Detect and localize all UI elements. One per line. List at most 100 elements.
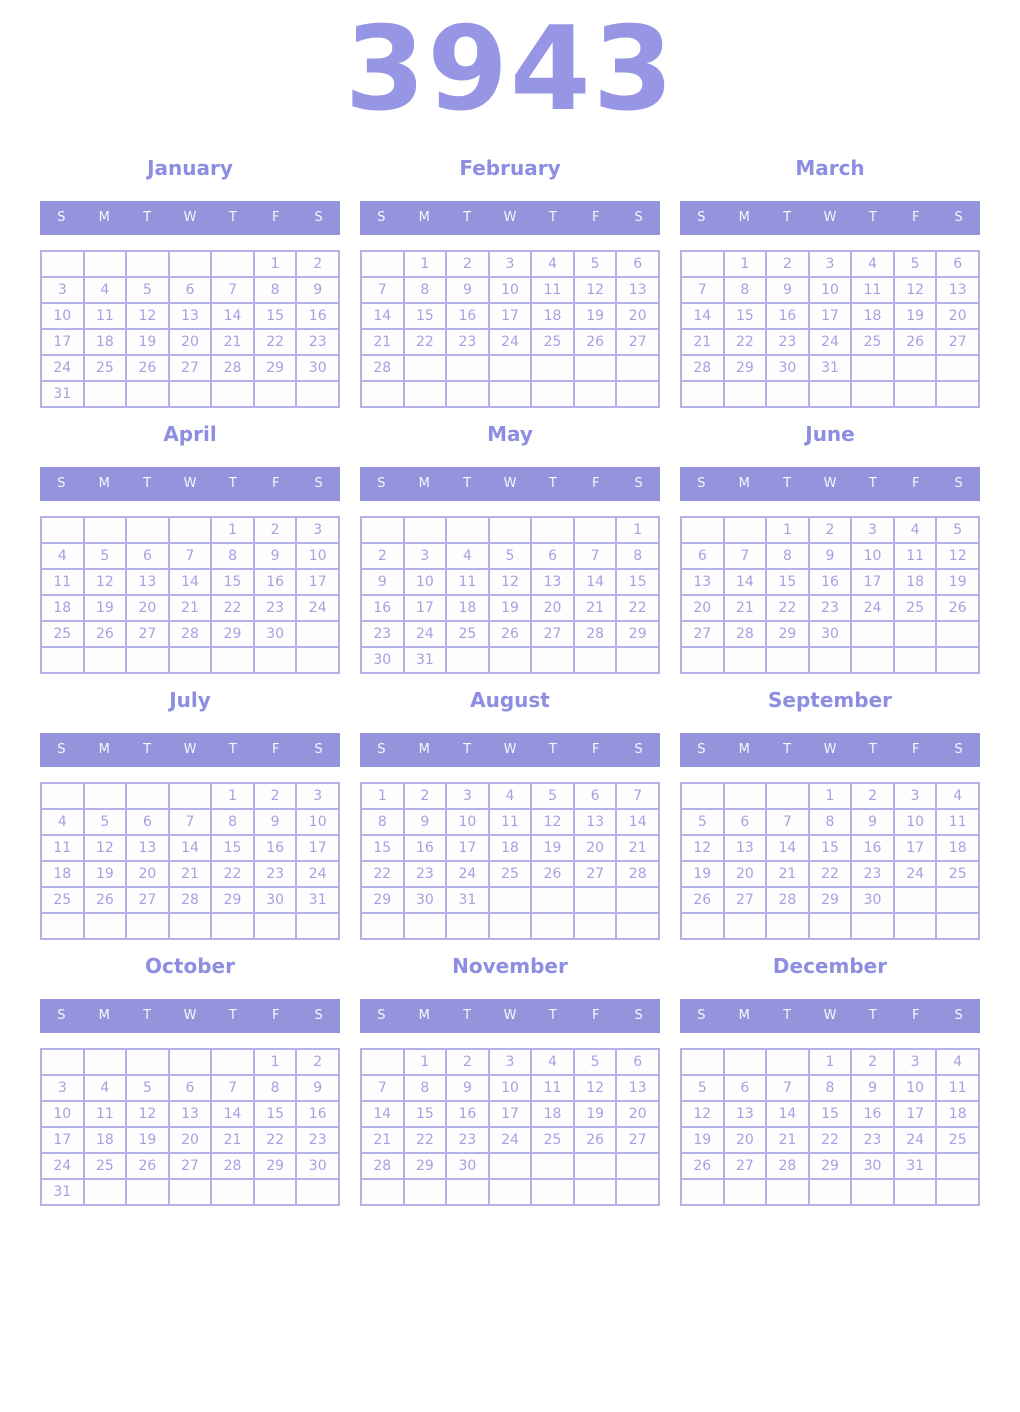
weekday-label: S	[954, 476, 963, 492]
empty-day-cell	[169, 913, 213, 940]
weekday-label: T	[548, 476, 557, 492]
empty-day-cell	[42, 517, 85, 544]
day-cell: 13	[574, 809, 618, 836]
weekday-label: F	[271, 1008, 280, 1024]
empty-day-cell	[532, 1179, 575, 1206]
day-cell: 10	[489, 277, 533, 304]
day-cell: 5	[574, 1049, 618, 1076]
month-days-grid: 1 2 3 4 5 6 7 8 9 10 11 12 13 14 15 16 17 18 19 20 21 22 23 24 2…	[360, 781, 660, 940]
day-cell: 25	[84, 1153, 128, 1180]
day-cell: 6	[617, 1049, 660, 1076]
day-cell: 9	[297, 277, 340, 304]
day-cell: 24	[489, 329, 533, 356]
day-cell: 16	[362, 595, 405, 622]
month-days-grid: 1 2 3 4 5 6 7 8 9 10 11 12 13 14 15 16 17 18 19 20 21 22 23 24 2…	[680, 1047, 980, 1206]
weekday-label: W	[503, 476, 517, 492]
empty-day-cell	[894, 1179, 938, 1206]
day-cell: 19	[682, 861, 725, 888]
empty-day-cell	[212, 647, 255, 674]
day-cell: 27	[169, 1153, 213, 1180]
empty-day-cell	[404, 1179, 448, 1206]
empty-day-cell	[447, 355, 490, 382]
weekday-label: S	[697, 1008, 706, 1024]
empty-day-cell	[212, 1049, 255, 1076]
day-cell: 29	[404, 1153, 448, 1180]
day-cell: 13	[617, 1075, 660, 1102]
day-cell: 15	[254, 303, 298, 330]
day-cell: 2	[809, 517, 853, 544]
weekday-label: T	[548, 742, 557, 758]
empty-day-cell	[362, 517, 405, 544]
empty-day-cell	[297, 1179, 340, 1206]
day-cell: 27	[127, 887, 170, 914]
weekday-label: M	[98, 210, 110, 226]
day-cell: 31	[42, 1179, 85, 1206]
empty-day-cell	[617, 355, 660, 382]
day-cell: 29	[254, 355, 298, 382]
day-cell: 18	[42, 595, 85, 622]
day-cell: 16	[297, 1101, 340, 1128]
day-cell: 28	[574, 621, 618, 648]
day-cell: 9	[767, 277, 810, 304]
day-cell: 14	[682, 303, 725, 330]
day-cell: 21	[767, 861, 810, 888]
day-cell: 14	[169, 569, 213, 596]
day-cell: 20	[169, 329, 213, 356]
weekday-label: S	[377, 742, 386, 758]
empty-day-cell	[297, 647, 340, 674]
weekday-label: M	[418, 1008, 430, 1024]
empty-day-cell	[489, 517, 533, 544]
empty-day-cell	[42, 783, 85, 810]
day-cell: 27	[617, 1127, 660, 1154]
day-cell: 27	[617, 329, 660, 356]
day-cell: 5	[489, 543, 533, 570]
empty-day-cell	[617, 647, 660, 674]
weekday-label: F	[911, 742, 920, 758]
day-cell: 7	[212, 277, 255, 304]
day-cell: 7	[617, 783, 660, 810]
month-title: May	[487, 421, 533, 446]
day-cell: 19	[682, 1127, 725, 1154]
day-cell: 26	[894, 329, 938, 356]
weekday-label: T	[463, 476, 472, 492]
day-cell: 27	[937, 329, 980, 356]
day-cell: 31	[447, 887, 490, 914]
day-cell: 16	[852, 835, 895, 862]
weekday-label: W	[823, 1008, 837, 1024]
day-cell: 26	[574, 1127, 618, 1154]
day-cell: 4	[937, 1049, 980, 1076]
weekday-label: M	[418, 742, 430, 758]
day-cell: 2	[297, 251, 340, 278]
empty-day-cell	[447, 1179, 490, 1206]
day-cell: 30	[767, 355, 810, 382]
day-cell: 19	[574, 303, 618, 330]
day-cell: 30	[297, 355, 340, 382]
months-grid: January S M T W T F S 1 2 3 4 5 6 7 8 9 10 11 12 13 14 15 16 17 1…	[40, 155, 980, 1206]
empty-day-cell	[169, 517, 213, 544]
day-cell: 9	[254, 543, 298, 570]
month-days-grid: 1 2 3 4 5 6 7 8 9 10 11 12 13 14 15 16 17 18 19 20 21 22 23 24 2…	[360, 249, 660, 408]
month-days-grid: 1 2 3 4 5 6 7 8 9 10 11 12 13 14 15 16 17 18 19 20 21 22 23 24 2…	[680, 781, 980, 940]
day-cell: 16	[297, 303, 340, 330]
empty-day-cell	[127, 251, 170, 278]
weekday-label: S	[634, 1008, 643, 1024]
day-cell: 28	[212, 355, 255, 382]
day-cell: 8	[362, 809, 405, 836]
weekday-label: T	[143, 1008, 152, 1024]
empty-day-cell	[212, 1179, 255, 1206]
day-cell: 27	[574, 861, 618, 888]
empty-day-cell	[404, 381, 448, 408]
day-cell: 23	[297, 1127, 340, 1154]
day-cell: 5	[84, 809, 128, 836]
empty-day-cell	[127, 647, 170, 674]
weekday-label: F	[271, 210, 280, 226]
month-days-grid: 1 2 3 4 5 6 7 8 9 10 11 12 13 14 15 16 17 18 19 20 21 22 23 24 2…	[40, 1047, 340, 1206]
day-cell: 13	[169, 1101, 213, 1128]
empty-day-cell	[254, 647, 298, 674]
day-cell: 2	[852, 1049, 895, 1076]
empty-day-cell	[574, 1153, 618, 1180]
empty-day-cell	[937, 1179, 980, 1206]
day-cell: 20	[574, 835, 618, 862]
day-cell: 7	[682, 277, 725, 304]
weekday-label: T	[463, 210, 472, 226]
